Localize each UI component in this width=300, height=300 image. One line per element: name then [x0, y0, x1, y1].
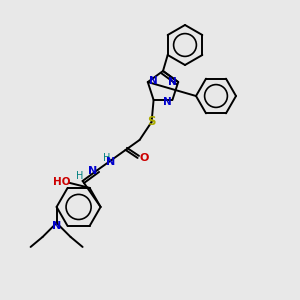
Text: HO: HO	[53, 177, 70, 187]
Text: N: N	[168, 77, 177, 87]
Text: N: N	[149, 76, 158, 86]
Text: O: O	[140, 153, 149, 163]
Text: N: N	[88, 166, 97, 176]
Text: S: S	[147, 116, 156, 128]
Text: H: H	[103, 153, 110, 163]
Text: H: H	[76, 171, 83, 181]
Text: N: N	[52, 221, 61, 231]
Text: N: N	[163, 97, 172, 107]
Text: N: N	[106, 157, 115, 167]
